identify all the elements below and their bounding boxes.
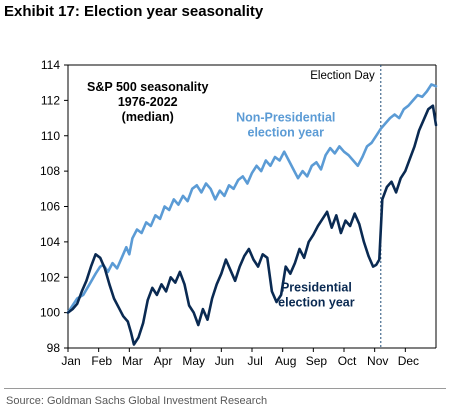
election-day-label: Election Day — [310, 70, 375, 82]
y-tick-label: 108 — [40, 164, 60, 178]
x-tick-label: Feb — [91, 354, 112, 368]
chart-ticks: 98 100 102 104 106 108 110 112 114 Jan Feb Mar Apr Ma… — [40, 58, 419, 368]
presidential-series-line — [66, 104, 438, 346]
non-presidential-series-line — [66, 83, 438, 314]
y-tick-label: 106 — [40, 200, 60, 214]
x-tick-label: Apr — [154, 354, 173, 368]
x-tick-label: Mar — [122, 354, 143, 368]
non-presidential-series-label: Non-Presidential — [236, 111, 335, 125]
x-tick-label: Jan — [61, 354, 80, 368]
chart-title-line: (median) — [122, 110, 174, 124]
chart-title-line: S&P 500 seasonality — [87, 80, 208, 94]
x-tick-label: Sep — [306, 354, 328, 368]
y-tick-label: 112 — [41, 93, 60, 107]
presidential-series-label: Presidential — [281, 280, 352, 294]
non-presidential-series-label: election year — [248, 126, 325, 140]
chart-title-line: 1976-2022 — [118, 95, 178, 109]
x-tick-label: Jul — [247, 354, 262, 368]
source-divider — [4, 388, 446, 389]
chart-series — [66, 83, 438, 346]
y-tick-label: 110 — [41, 129, 60, 143]
y-tick-label: 104 — [40, 235, 60, 249]
presidential-series-label: election year — [278, 295, 355, 309]
y-tick-label: 102 — [40, 270, 60, 284]
y-tick-label: 98 — [47, 341, 61, 355]
x-tick-label: Nov — [367, 354, 388, 368]
x-tick-label: Jun — [215, 354, 234, 368]
x-tick-label: May — [182, 354, 205, 368]
x-tick-label: Oct — [338, 354, 357, 368]
y-tick-label: 100 — [40, 306, 60, 320]
x-tick-label: Aug — [275, 354, 296, 368]
x-tick-label: Dec — [398, 354, 419, 368]
y-tick-label: 114 — [41, 58, 60, 72]
source-note: Source: Goldman Sachs Global Investment … — [6, 395, 268, 407]
exhibit-title: Exhibit 17: Election year seasonality — [4, 3, 264, 20]
